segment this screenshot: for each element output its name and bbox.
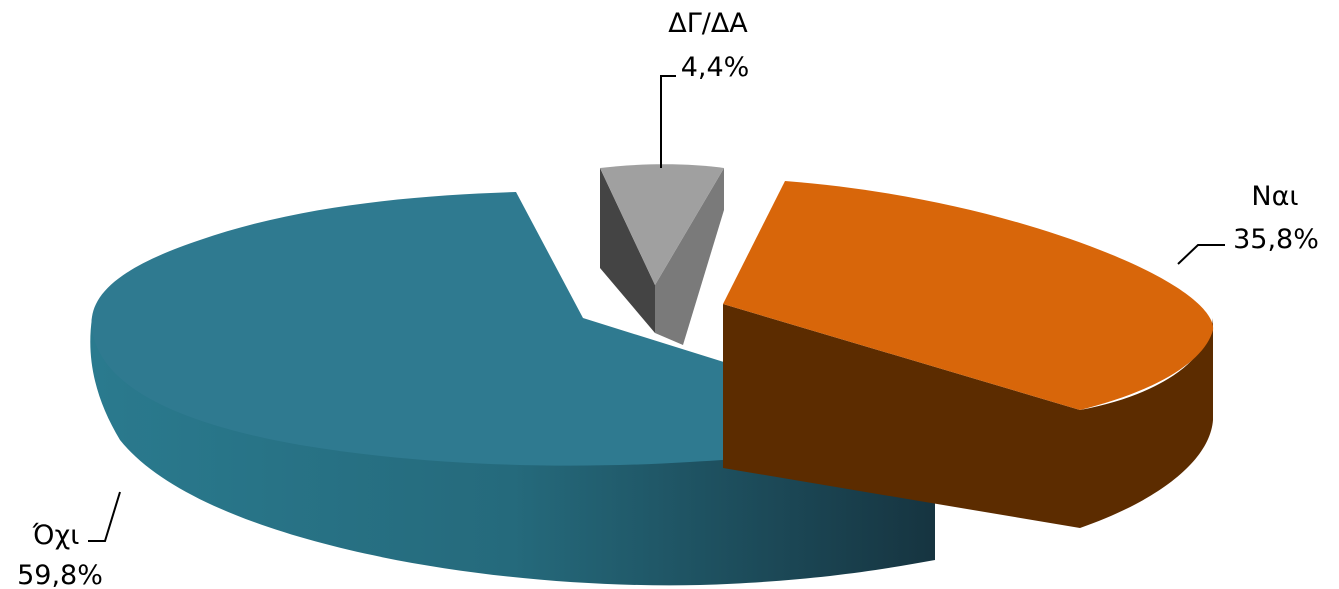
slice-side-nai <box>723 304 1213 528</box>
slice-value-nai: 35,8% <box>1233 224 1319 255</box>
slice-label-oxi: Όχι <box>32 520 80 551</box>
slice-label-nai: Ναι <box>1251 181 1298 212</box>
slice-value-oxi: 59,8% <box>17 560 103 589</box>
leader-line-nai <box>1177 244 1225 265</box>
slice-side-right-dgda <box>655 168 724 345</box>
leader-line-oxi <box>88 491 121 542</box>
leader-line-dgda <box>660 75 676 168</box>
slice-nai <box>723 181 1214 410</box>
slice-dgda <box>600 164 724 285</box>
slice-value-dgda: 4,4% <box>681 52 750 83</box>
slice-label-dgda: ΔΓ/ΔΑ <box>668 8 748 39</box>
slice-side-left-dgda <box>600 168 655 333</box>
